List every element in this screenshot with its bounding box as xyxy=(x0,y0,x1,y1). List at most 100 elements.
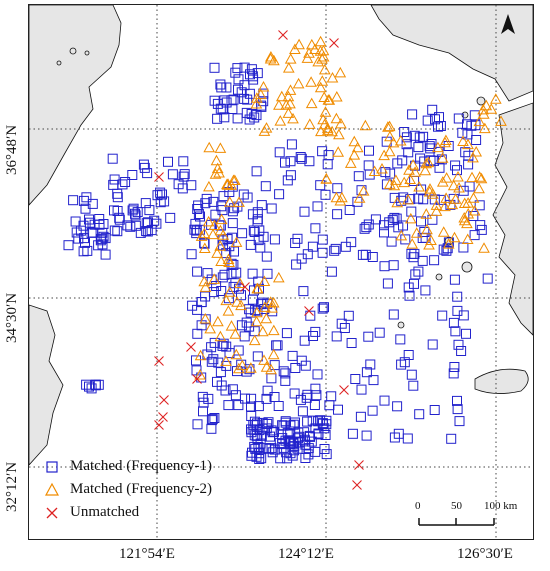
frequency-1-marker xyxy=(387,215,398,226)
frequency-1-marker xyxy=(209,337,220,348)
frequency-2-marker xyxy=(203,180,215,192)
frequency-1-marker xyxy=(256,453,267,464)
frequency-1-marker xyxy=(280,417,291,428)
frequency-2-marker xyxy=(407,159,419,170)
frequency-2-marker xyxy=(437,226,450,237)
frequency-1-marker xyxy=(198,406,208,417)
frequency-1-marker xyxy=(304,156,315,167)
frequency-1-marker xyxy=(330,243,341,254)
frequency-2-marker xyxy=(466,171,478,183)
frequency-1-marker xyxy=(356,384,367,395)
frequency-1-marker xyxy=(246,450,257,461)
frequency-1-marker xyxy=(317,247,328,258)
frequency-1-marker xyxy=(217,340,228,351)
island xyxy=(69,47,77,55)
frequency-1-marker xyxy=(130,208,140,219)
frequency-1-marker xyxy=(280,368,291,379)
frequency-1-marker xyxy=(340,241,351,252)
frequency-1-marker xyxy=(453,113,464,124)
frequency-2-marker xyxy=(215,213,228,225)
frequency-2-marker xyxy=(228,174,241,185)
frequency-2-marker xyxy=(461,233,474,244)
frequency-1-marker xyxy=(293,433,303,444)
frequency-1-marker xyxy=(199,237,210,248)
frequency-2-marker xyxy=(388,179,401,191)
frequency-2-marker xyxy=(402,193,414,205)
frequency-1-marker xyxy=(310,223,321,234)
land-layer xyxy=(29,5,533,466)
frequency-2-marker xyxy=(230,236,243,247)
frequency-1-marker xyxy=(317,303,328,314)
frequency-1-marker xyxy=(200,291,211,302)
frequency-1-marker xyxy=(296,355,307,366)
frequency-2-marker xyxy=(422,156,435,168)
frequency-2-marker xyxy=(332,146,345,157)
frequency-1-marker xyxy=(458,242,469,253)
frequency-1-marker xyxy=(441,245,452,256)
unmatched-marker xyxy=(154,420,164,430)
frequency-2-marker xyxy=(273,99,285,110)
frequency-1-marker xyxy=(280,375,291,386)
land-jeju xyxy=(474,368,529,394)
frequency-1-marker xyxy=(63,240,74,251)
frequency-1-marker xyxy=(155,187,166,198)
frequency-1-marker xyxy=(252,351,263,362)
frequency-1-marker xyxy=(221,341,232,352)
frequency-1-marker xyxy=(192,419,203,430)
frequency-2-marker xyxy=(235,299,247,311)
frequency-1-marker xyxy=(303,443,314,454)
frequency-1-marker xyxy=(427,214,438,225)
frequency-1-marker xyxy=(253,401,264,412)
frequency-1-marker xyxy=(269,360,280,371)
frequency-2-marker xyxy=(473,115,486,127)
frequency-1-marker xyxy=(458,310,469,321)
frequency-2-marker xyxy=(222,253,235,264)
legend-label: Matched (Frequency-2) xyxy=(70,481,213,497)
frequency-2-marker xyxy=(473,171,486,182)
frequency-2-marker xyxy=(265,363,277,375)
frequency-2-marker xyxy=(457,135,469,146)
frequency-2-marker xyxy=(220,355,232,366)
map-canvas xyxy=(29,5,533,539)
frequency-1-marker xyxy=(446,433,457,444)
frequency-1-marker xyxy=(418,131,429,142)
frequency-1-marker xyxy=(298,286,309,297)
frequency-1-marker xyxy=(415,153,426,164)
unmatched-marker xyxy=(329,38,339,48)
frequency-1-marker xyxy=(317,234,328,245)
frequency-1-marker xyxy=(281,328,292,339)
frequency-2-marker xyxy=(420,157,433,169)
frequency-1-marker xyxy=(429,255,440,266)
frequency-1-marker xyxy=(251,430,262,441)
frequency-1-marker xyxy=(384,217,395,228)
frequency-2-marker xyxy=(409,166,421,177)
frequency-2-marker xyxy=(203,141,216,153)
frequency-2-marker xyxy=(394,134,407,146)
frequency-2-marker xyxy=(391,196,404,208)
frequency-1-marker xyxy=(333,404,343,415)
frequency-1-marker xyxy=(239,93,250,104)
frequency-1-marker xyxy=(317,418,328,429)
frequency-1-marker xyxy=(299,335,310,346)
frequency-1-marker xyxy=(380,167,391,178)
frequency-2-marker xyxy=(223,256,235,267)
frequency-1-marker xyxy=(246,401,256,412)
latitude-label-1: 36°48′N xyxy=(4,124,20,175)
frequency-2-marker xyxy=(264,52,277,64)
frequency-2-marker xyxy=(425,234,437,245)
frequency-1-marker xyxy=(289,445,300,456)
frequency-1-marker xyxy=(263,417,274,428)
frequency-1-marker xyxy=(252,418,262,429)
frequency-2-marker xyxy=(230,348,243,360)
frequency-2-marker xyxy=(305,76,317,87)
frequency-1-marker xyxy=(159,196,170,207)
frequency-1-marker xyxy=(201,193,212,204)
frequency-2-marker xyxy=(214,330,227,342)
frequency-1-marker xyxy=(302,249,313,260)
frequency-1-marker xyxy=(420,285,431,296)
frequency-2-marker xyxy=(225,320,238,331)
unmatched-marker-stroke xyxy=(352,480,362,490)
frequency-1-marker xyxy=(367,252,378,262)
frequency-2-marker xyxy=(319,106,332,117)
frequency-1-marker xyxy=(242,192,253,203)
